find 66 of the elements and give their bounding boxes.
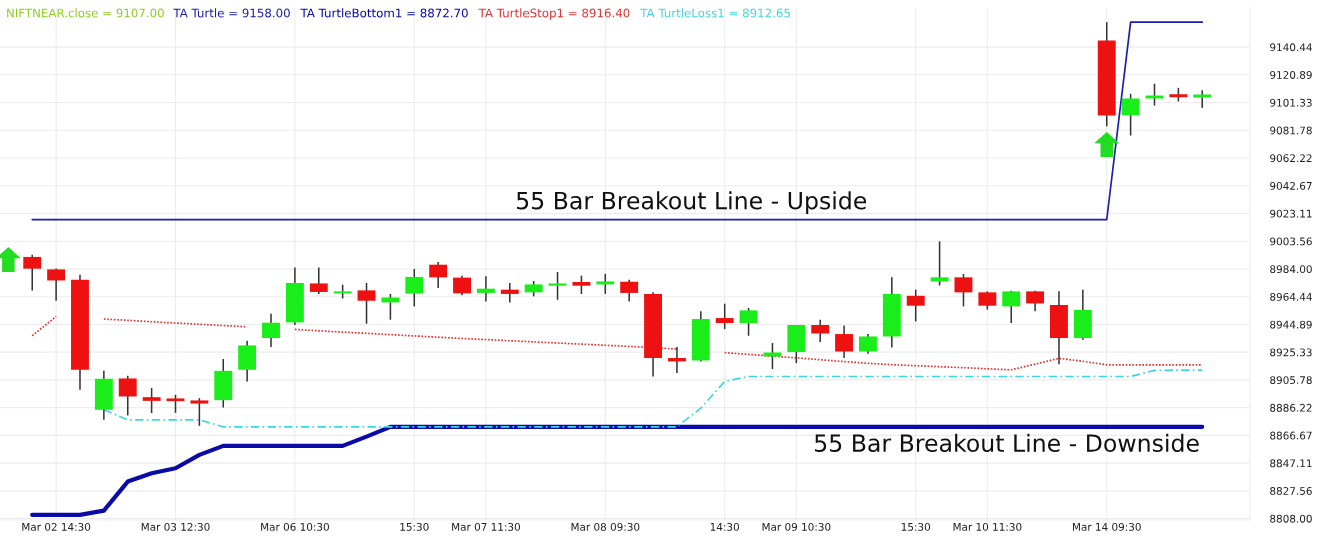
candlestick [309,266,328,295]
x-tick-label: Mar 09 10:30 [762,522,831,531]
y-tick-label: 8984.00 [1270,265,1312,274]
x-tick-label: Mar 03 12:30 [141,522,210,531]
annotation: 55 Bar Breakout Line - Downside [815,433,1199,453]
candlestick [835,324,854,359]
candlestick [620,278,639,303]
candlestick [715,302,734,330]
chart-title: NIFTNEAR.close = 9107.00 [7,8,164,18]
candlestick [596,273,615,295]
candlestick [47,267,66,302]
candlestick [978,290,997,311]
text: TA TurtleStop1 = 8916.40 [478,8,630,20]
annotation: 55 Bar Breakout Line - Upside [516,191,867,215]
candlestick [381,293,400,321]
candlestick [357,282,376,325]
candlestick [118,374,137,417]
y-tick-label: 8808.00 [1270,514,1312,523]
x-tick-label: Mar 10 11:30 [953,522,1022,531]
y-tick-label: 8905.78 [1270,376,1312,385]
y-tick-label: 9140.44 [1270,43,1312,52]
candlestick [811,318,830,343]
y-tick-label: 8847.11 [1270,459,1312,468]
candlestick [262,313,280,348]
candlestick [405,268,424,308]
x-tick-label: Mar 07 11:30 [452,522,520,531]
candlestick [930,240,949,287]
candlestick [142,387,161,414]
candlestick [190,397,209,427]
x-tick-label: Mar 02 14:30 [22,522,91,531]
y-tick-label: 9081.78 [1270,126,1312,135]
y-tick-label: 9101.33 [1270,98,1312,107]
candlestick [906,288,925,323]
candlestick [1002,289,1021,324]
y-tick-label: 9120.89 [1270,71,1312,79]
candlestick [453,274,471,297]
y-tick-label: 9003.56 [1270,237,1312,246]
candlestick [500,282,519,304]
candlestick [429,261,448,289]
y-tick-label: 9062.22 [1270,154,1312,163]
candlestick [166,394,185,414]
candlestick [739,307,758,337]
candlestick [572,274,591,295]
candlestick [954,273,973,308]
x-tick-label: 15:30 [400,522,429,531]
y-tick-label: 8964.44 [1270,292,1312,301]
candlestick [548,271,567,301]
x-tick-label: Mar 08 09:30 [571,522,640,531]
y-tick-label: 9023.11 [1270,209,1312,218]
candlestick [476,275,495,303]
y-tick-label: 8886.22 [1270,403,1312,412]
x-tick-label: 15:30 [901,522,931,531]
y-tick-label: 8925.33 [1270,348,1312,357]
y-tick-label: 9042.67 [1270,181,1312,190]
y-tick-label: 8827.56 [1270,487,1312,495]
candlestick [1121,93,1140,137]
y-tick-label: 8866.67 [1270,431,1312,440]
y-tick-label: 8944.89 [1270,320,1312,329]
text: TA Turtle = 9158.00 [173,8,290,18]
x-tick-label: Mar 06 10:30 [261,522,329,531]
candlestick [859,333,877,355]
text: TA TurtleLoss1 = 8912.65 [640,8,790,18]
x-tick-label: Mar 14 09:30 [1072,522,1141,531]
candlestick [23,253,42,292]
x-tick-label: 14:30 [710,522,740,531]
text: TA TurtleBottom1 = 8872.70 [300,8,468,18]
